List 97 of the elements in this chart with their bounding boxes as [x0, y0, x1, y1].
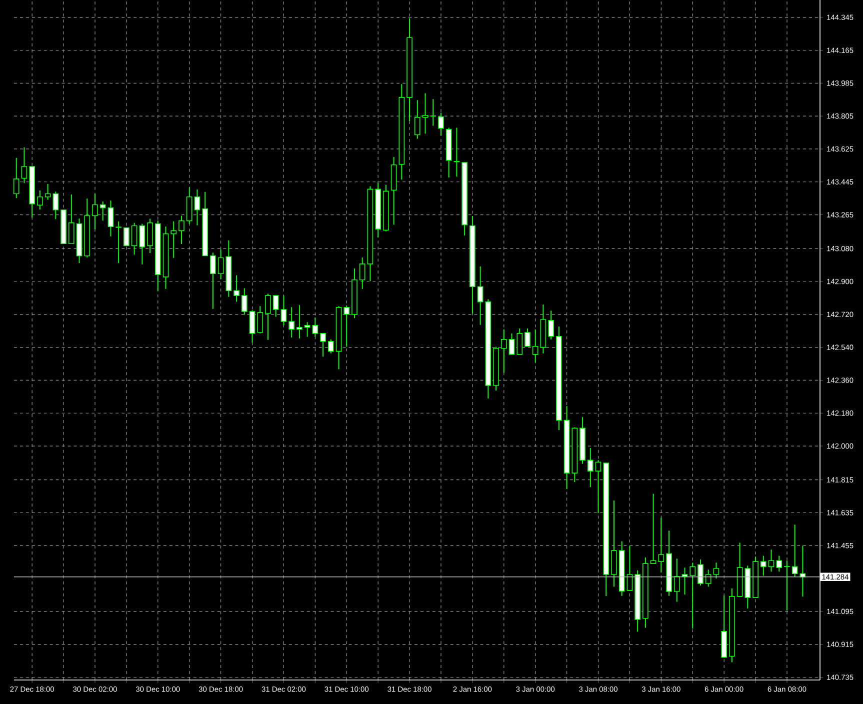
candlestick	[288, 306, 294, 338]
candlestick	[705, 569, 712, 588]
candlestick	[344, 304, 350, 348]
candlestick	[500, 328, 507, 374]
candlestick	[210, 252, 216, 310]
candlestick	[406, 18, 412, 122]
candlestick	[194, 189, 200, 226]
candlestick	[304, 322, 310, 338]
candlestick	[52, 191, 59, 220]
candlestick	[666, 530, 672, 596]
candlestick	[698, 559, 704, 586]
candlestick	[768, 549, 774, 572]
candlestick	[470, 216, 476, 314]
candlestick	[336, 306, 342, 370]
candlestick	[178, 215, 184, 245]
candlestick	[634, 570, 640, 632]
candlestick	[650, 493, 656, 564]
candlestick	[524, 328, 530, 347]
candlestick	[548, 310, 554, 340]
candlestick	[226, 240, 232, 298]
candlestick	[556, 326, 562, 431]
candlestick	[485, 298, 492, 399]
candlestick	[713, 562, 720, 580]
candlestick	[44, 183, 51, 200]
candlestick	[438, 112, 444, 136]
candlestick	[626, 545, 633, 591]
candlestick	[265, 293, 271, 340]
candlestick	[493, 346, 499, 392]
candlestick	[792, 524, 798, 578]
candlestick	[784, 560, 790, 612]
candlestick	[540, 304, 546, 354]
candlestick	[139, 223, 146, 265]
candlestick	[60, 209, 66, 244]
candlestick	[84, 198, 90, 258]
candlestick	[13, 157, 20, 199]
candlestick	[249, 310, 256, 344]
candlestick	[92, 193, 98, 230]
candlestick	[398, 84, 405, 180]
candlestick	[446, 127, 452, 178]
candlestick	[202, 191, 208, 256]
candlestick	[116, 220, 122, 264]
candlestick	[352, 268, 358, 319]
candlestick	[477, 266, 484, 326]
candlestick	[154, 220, 161, 292]
candlestick	[296, 304, 302, 339]
candlestick	[721, 595, 727, 658]
candlestick	[658, 517, 664, 574]
candlestick	[131, 222, 138, 256]
candlestick	[690, 562, 696, 629]
candlestick	[744, 565, 751, 610]
candlestick	[162, 226, 169, 290]
candlestick	[375, 182, 381, 238]
candlestick	[580, 416, 586, 464]
candlestick	[241, 288, 248, 316]
candlestick	[328, 338, 334, 354]
candlestick	[147, 218, 153, 254]
candlestick	[272, 295, 279, 318]
candlestick	[312, 317, 318, 338]
candlestick	[572, 426, 578, 483]
candlestick	[320, 333, 326, 358]
candlestick	[595, 460, 602, 514]
candlestick	[414, 100, 420, 140]
candlestick	[280, 295, 287, 326]
candlestick	[367, 186, 374, 282]
candlestick	[776, 555, 782, 572]
candlestick	[76, 218, 82, 264]
candlestick	[390, 156, 397, 226]
candlestick	[359, 257, 366, 290]
candlestick	[508, 332, 515, 355]
candlestick	[383, 184, 389, 232]
candlestick	[760, 555, 766, 576]
candlestick	[674, 558, 680, 602]
candlestick	[218, 248, 224, 280]
candlestick	[618, 540, 625, 596]
candlestick	[234, 274, 240, 302]
candlestick	[257, 306, 264, 334]
candlestick	[68, 194, 74, 244]
candlestick	[729, 588, 735, 663]
candlestick	[532, 328, 538, 364]
candlestick	[516, 328, 523, 355]
candlestick	[611, 500, 617, 588]
candlestick	[752, 556, 758, 598]
candlestick	[170, 220, 177, 258]
candlestick	[124, 227, 130, 246]
candlestick	[603, 462, 610, 597]
candlestick	[462, 162, 468, 236]
candlestick	[100, 200, 106, 221]
candlestick	[430, 98, 436, 126]
candlestick	[21, 146, 28, 184]
candlestick	[29, 166, 35, 218]
candlestick	[564, 406, 570, 490]
candlestick	[37, 190, 43, 210]
candlestick	[108, 200, 114, 237]
candlestick	[186, 186, 192, 224]
candlestick	[587, 448, 594, 488]
candlestick	[736, 542, 743, 597]
candlestick	[642, 557, 648, 628]
